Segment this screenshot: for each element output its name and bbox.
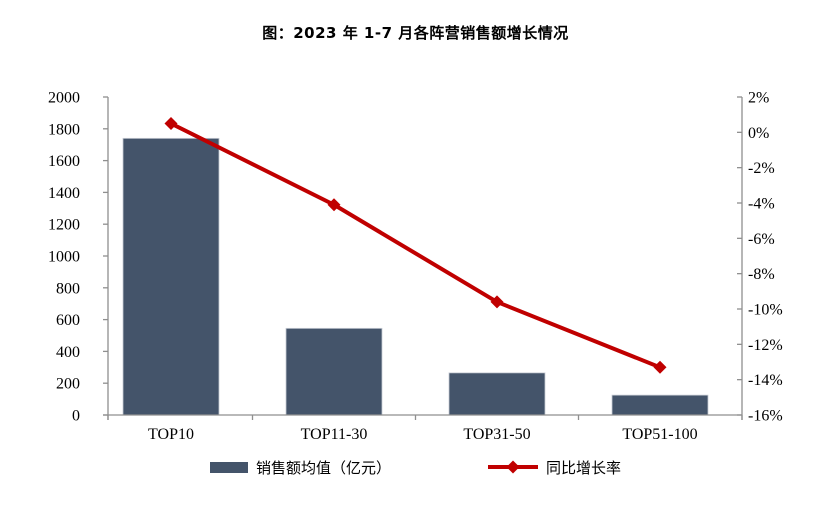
bar	[122, 137, 220, 416]
right-axis-tick-label: -14%	[748, 372, 783, 389]
right-axis-tick-label: -8%	[748, 266, 775, 283]
left-axis-tick-label: 1200	[48, 217, 80, 234]
right-axis-tick-label: -16%	[748, 408, 783, 425]
left-axis-tick-label: 1800	[48, 121, 80, 138]
legend-item-bar-series: 销售额均值（亿元）	[209, 457, 391, 478]
right-axis-tick-label: -12%	[748, 337, 783, 354]
legend-label-line-series: 同比增长率	[546, 459, 622, 477]
line-marker-diamond	[653, 360, 667, 374]
legend-diamond-icon	[506, 460, 520, 474]
legend-label-bar-series: 销售额均值（亿元）	[255, 459, 391, 477]
left-axis-tick-label: 200	[56, 376, 80, 393]
right-axis-tick-label: -6%	[748, 231, 775, 248]
right-axis-tick-label: 0%	[748, 125, 769, 142]
line-marker-diamond	[164, 117, 178, 130]
bar	[448, 372, 546, 416]
left-axis-tick-label: 1400	[48, 185, 80, 202]
bar	[611, 394, 709, 416]
left-axis-tick-label: 2000	[48, 90, 80, 107]
line-series-swatch-icon	[488, 460, 538, 474]
left-axis-tick-label: 400	[56, 344, 80, 361]
chart-title: 图：2023 年 1-7 月各阵营销售额增长情况	[262, 24, 569, 42]
right-axis-tick-label: -2%	[748, 160, 775, 177]
x-axis-category-label: TOP31-50	[463, 426, 530, 443]
bar-series-swatch-icon	[209, 461, 248, 473]
x-axis-category-label: TOP11-30	[301, 426, 368, 443]
left-axis-tick-label: 600	[56, 312, 80, 329]
left-axis-tick-label: 1000	[48, 249, 80, 266]
line-marker-diamond	[327, 198, 341, 212]
left-axis-tick-label: 800	[56, 280, 80, 297]
right-axis-tick-label: -10%	[748, 302, 783, 319]
x-axis-category-label: TOP10	[148, 426, 194, 443]
line-series	[169, 121, 662, 370]
left-axis-tick-label: 0	[72, 408, 80, 425]
line-marker-diamond	[490, 295, 504, 309]
chart-legend: 销售额均值（亿元） 同比增长率	[0, 452, 831, 482]
legend-item-line-series: 同比增长率	[486, 457, 621, 478]
bar	[285, 327, 383, 416]
right-axis-tick-label: 2%	[748, 90, 769, 107]
left-axis-tick-label: 1600	[48, 153, 80, 170]
x-axis-category-label: TOP51-100	[622, 426, 697, 443]
right-axis-tick-label: -4%	[748, 196, 775, 213]
